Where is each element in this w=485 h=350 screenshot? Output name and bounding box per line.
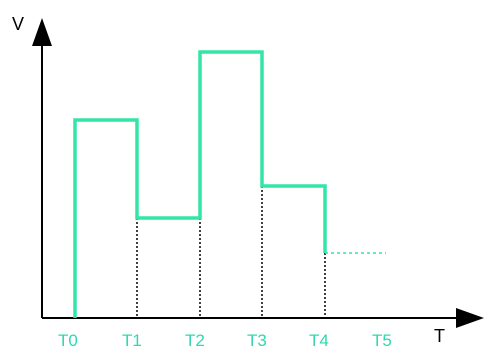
step-waveform (73, 50, 327, 318)
y-arrow (32, 18, 52, 46)
time-label: T4 (309, 331, 329, 350)
time-label: T3 (247, 331, 267, 350)
time-label: T1 (122, 331, 142, 350)
x-arrow (456, 308, 484, 328)
y-axis-label: V (12, 14, 24, 34)
time-label: T2 (185, 331, 205, 350)
time-label: T5 (372, 331, 392, 350)
time-label: T0 (58, 331, 78, 350)
x-axis-label: T (434, 326, 445, 346)
drop-lines (136, 186, 326, 318)
